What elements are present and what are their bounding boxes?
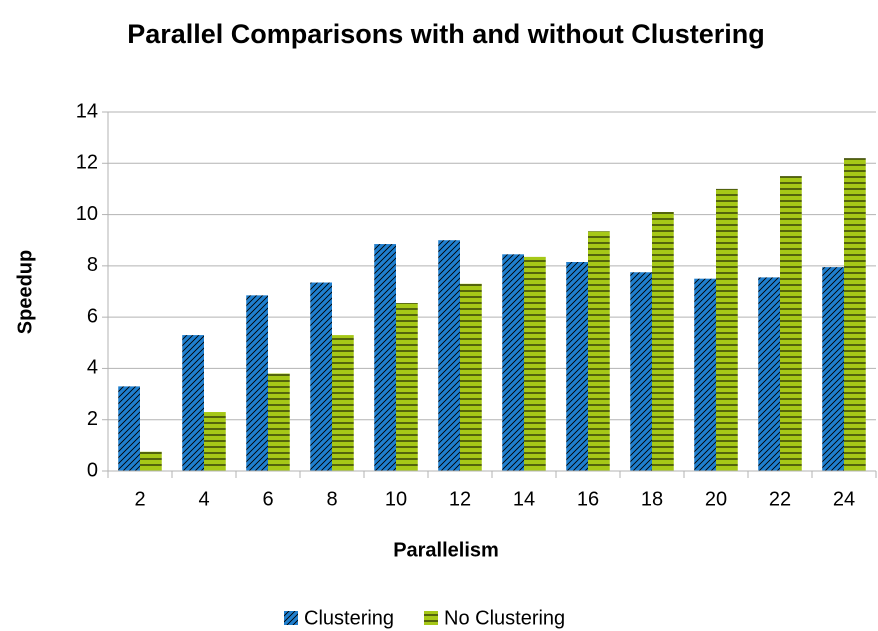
y-tick-label: 4: [87, 357, 98, 379]
x-tick-label: 10: [385, 488, 407, 510]
bar: [758, 277, 780, 471]
bar: [822, 267, 844, 471]
bar: [182, 335, 204, 471]
y-axis-label: Speedup: [14, 250, 36, 334]
x-tick-label: 4: [198, 488, 209, 510]
bar: [310, 282, 332, 471]
bar: [630, 272, 652, 471]
y-tick-label: 12: [76, 152, 98, 174]
bar: [374, 244, 396, 471]
bar: [268, 373, 290, 471]
y-tick-label: 8: [87, 254, 98, 276]
bar: [694, 278, 716, 471]
bar: [716, 188, 738, 471]
bar: [844, 158, 866, 471]
bar: [566, 262, 588, 471]
chart-title: Parallel Comparisons with and without Cl…: [127, 19, 765, 49]
x-tick-label: 16: [577, 488, 599, 510]
bar: [780, 176, 802, 471]
bar: [396, 303, 418, 471]
x-tick-label: 18: [641, 488, 663, 510]
bar: [588, 231, 610, 471]
legend-swatch: [284, 611, 298, 625]
bar: [502, 254, 524, 471]
x-tick-label: 22: [769, 488, 791, 510]
y-tick-label: 10: [76, 203, 98, 225]
bar: [438, 240, 460, 471]
x-tick-label: 12: [449, 488, 471, 510]
y-tick-label: 14: [76, 100, 98, 122]
bar: [460, 283, 482, 471]
bar: [332, 335, 354, 471]
x-tick-label: 24: [833, 488, 855, 510]
legend-label: No Clustering: [444, 607, 565, 629]
bar: [652, 212, 674, 471]
y-tick-label: 2: [87, 408, 98, 430]
bar: [524, 256, 546, 471]
x-tick-label: 14: [513, 488, 535, 510]
bar: [204, 412, 226, 471]
x-tick-label: 2: [134, 488, 145, 510]
bar: [118, 386, 140, 471]
bar: [246, 295, 268, 471]
legend-swatch: [424, 611, 438, 625]
legend-label: Clustering: [304, 607, 394, 629]
bar: [140, 451, 162, 471]
y-tick-label: 6: [87, 305, 98, 327]
y-tick-label: 0: [87, 459, 98, 481]
x-tick-label: 20: [705, 488, 727, 510]
x-tick-label: 6: [262, 488, 273, 510]
x-tick-label: 8: [326, 488, 337, 510]
x-axis-label: Parallelism: [393, 539, 499, 561]
